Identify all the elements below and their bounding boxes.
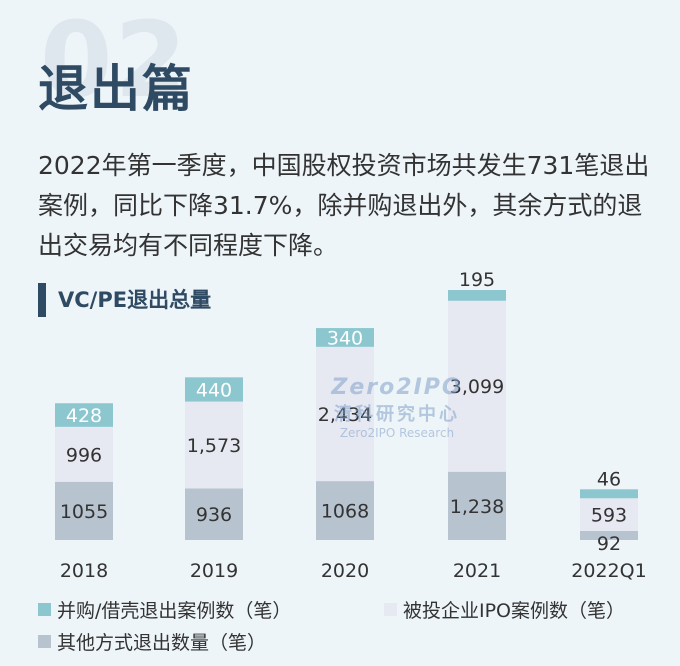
legend-item-other: 其他方式退出数量（笔）: [38, 628, 266, 655]
bar-ma-2021: [448, 290, 506, 301]
bar-other-2022Q1: [580, 531, 638, 540]
bar-other-2019: [185, 488, 243, 540]
subtitle-accent-bar: [38, 283, 46, 317]
watermark-logo: Zero2IPO: [331, 375, 463, 400]
category-label-2022Q1: 2022Q1: [571, 560, 646, 582]
legend-label-other: 其他方式退出数量（笔）: [57, 632, 267, 654]
data-label-other-2019: 936: [196, 504, 232, 526]
data-label-ma-2022Q1: 46: [597, 468, 621, 490]
legend-swatch-other: [38, 635, 51, 648]
data-label-ipo-2022Q1: 593: [591, 505, 627, 527]
bar-ma-2022Q1: [580, 489, 638, 499]
bar-other-2018: [55, 481, 113, 540]
data-label-ma-2019: 440: [196, 379, 232, 401]
intro-text: 2022年第一季度，中国股权投资市场共发生731笔退出案例，同比下降31.7%，…: [38, 151, 650, 260]
data-label-ma-2021: 195: [459, 269, 495, 291]
legend-item-ipo: 被投企业IPO案例数（笔）: [384, 596, 625, 623]
page-title: 退出篇: [38, 60, 194, 118]
legend-label-ma: 并购/借壳退出案例数（笔）: [57, 600, 292, 622]
data-label-ipo-2020: 2,434: [318, 404, 372, 426]
data-label-ipo-2019: 1,573: [187, 435, 241, 457]
legend-swatch-ipo: [384, 603, 397, 616]
bar-ma-2019: [185, 377, 243, 402]
legend-swatch-ma: [38, 603, 51, 616]
chart-title: VC/PE退出总量: [58, 288, 212, 312]
data-label-other-2021: 1,238: [450, 496, 504, 518]
data-label-other-2018: 1055: [60, 501, 108, 523]
data-label-ipo-2021: 3,099: [450, 376, 504, 398]
data-label-ma-2018: 428: [66, 405, 102, 427]
bar-ipo-2018: [55, 426, 113, 482]
data-label-ma-2020: 340: [327, 327, 363, 349]
section-number: 02: [40, 0, 189, 121]
watermark-cn: 清科研究中心: [334, 404, 460, 425]
data-label-other-2020: 1068: [321, 501, 369, 523]
bar-ipo-2019: [185, 401, 243, 489]
category-label-2018: 2018: [60, 560, 108, 582]
bar-ma-2018: [55, 403, 113, 427]
data-label-ipo-2018: 996: [66, 444, 102, 466]
data-label-other-2022Q1: 92: [597, 533, 621, 555]
bar-other-2021: [448, 471, 506, 540]
bar-other-2020: [316, 481, 374, 540]
legend-label-ipo: 被投企业IPO案例数（笔）: [403, 600, 626, 622]
category-label-2020: 2020: [321, 560, 369, 582]
category-label-2019: 2019: [190, 560, 238, 582]
category-label-2021: 2021: [453, 560, 501, 582]
watermark: Zero2IPO 清科研究中心 Zero2IPO Research: [322, 375, 472, 440]
bar-ipo-2020: [316, 346, 374, 482]
bar-ipo-2022Q1: [580, 498, 638, 531]
bar-ma-2020: [316, 328, 374, 347]
bar-ipo-2021: [448, 300, 506, 472]
watermark-en: Zero2IPO Research: [339, 426, 455, 440]
legend-item-ma: 并购/借壳退出案例数（笔）: [38, 596, 291, 623]
